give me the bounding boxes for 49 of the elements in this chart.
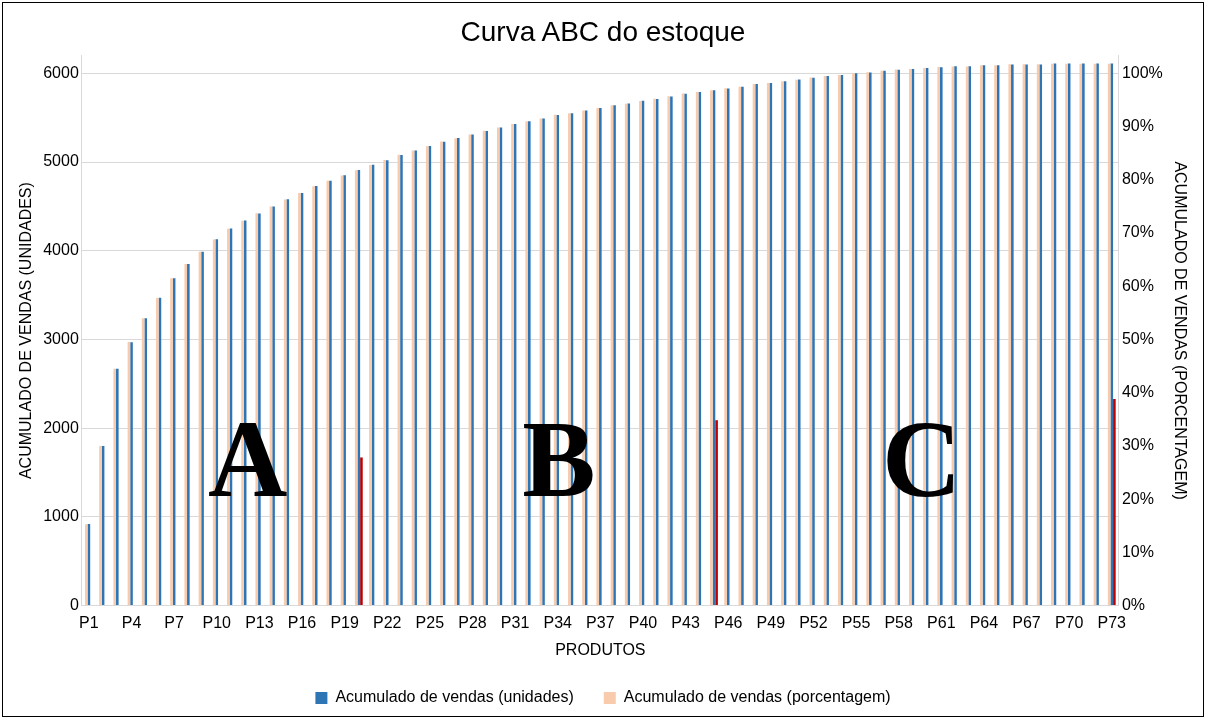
x-tick-label: P55 [841,613,871,631]
x-tick-label: P70 [1054,613,1084,631]
y2-tick-label: 100% [1121,63,1163,81]
x-tick-label: P40 [628,613,658,631]
y2-tick-label: 60% [1121,276,1154,294]
x-tick-label: P13 [245,613,274,631]
x-tick-label: P58 [884,613,914,631]
y-tick-label: 4000 [43,241,79,259]
y2-tick-label: 90% [1121,116,1154,134]
y2-tick-label: 80% [1121,170,1154,188]
y-tick-label: 6000 [43,63,79,81]
y2-tick-label: 20% [1121,489,1154,507]
x-tick-label: P4 [121,613,142,631]
x-tick-label: P1 [79,613,99,631]
y-axis-title: ACUMULADO DE VENDAS (UNIDADES) [17,182,35,480]
x-tick-label: P37 [586,613,615,631]
y-tick-label: 0 [69,596,79,614]
y-tick-label: 1000 [43,507,79,525]
x-tick-label: P25 [415,613,445,631]
x-tick-label: P28 [458,613,487,631]
x-axis-title: PRODUTOS [555,640,646,658]
x-tick-label: P64 [969,613,999,631]
x-tick-label: P10 [202,613,232,631]
x-tick-label: P34 [543,613,573,631]
y2-axis-title: ACUMULADO DE VENDAS (PORCENTAGEM) [1171,161,1189,500]
y2-tick-label: 50% [1121,329,1154,347]
y-tick-label: 2000 [43,418,79,436]
legend-label: Acumulado de vendas (porcentagem) [623,688,891,706]
x-tick-label: P46 [713,613,743,631]
x-tick-label: P19 [330,613,359,631]
y2-tick-label: 30% [1121,436,1154,454]
y2-tick-label: 70% [1121,223,1154,241]
x-tick-label: P67 [1012,613,1041,631]
x-tick-label: P52 [799,613,828,631]
x-tick-label: P16 [287,613,317,631]
x-tick-label: P43 [671,613,700,631]
y2-tick-label: 10% [1121,542,1154,560]
y2-tick-label: 0% [1121,596,1145,614]
x-tick-label: P22 [373,613,402,631]
x-tick-label: P49 [756,613,786,631]
x-tick-label: P31 [500,613,530,631]
chart-title: Curva ABC do estoque [460,15,746,47]
y-tick-label: 3000 [43,329,79,347]
x-tick-label: P61 [927,613,956,631]
x-tick-label: P73 [1097,613,1127,631]
y-tick-label: 5000 [43,152,79,170]
legend-label: Acumulado de vendas (unidades) [335,688,574,706]
x-tick-label: P7 [164,613,185,631]
y2-tick-label: 40% [1121,383,1154,401]
